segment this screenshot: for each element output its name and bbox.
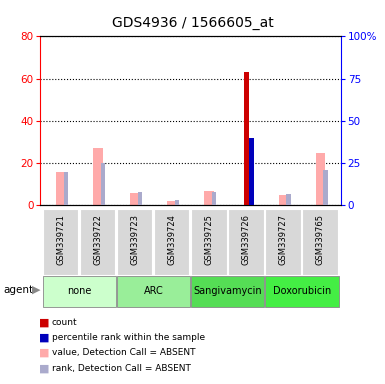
- Bar: [212, 192, 216, 205]
- Bar: [56, 172, 65, 205]
- Text: GDS4936 / 1566605_at: GDS4936 / 1566605_at: [112, 16, 273, 30]
- Bar: [302, 209, 338, 275]
- Text: agent: agent: [4, 285, 34, 295]
- Bar: [43, 276, 116, 307]
- Bar: [131, 193, 140, 205]
- Text: GSM339726: GSM339726: [242, 214, 251, 265]
- Bar: [286, 194, 291, 205]
- Text: GSM339725: GSM339725: [204, 214, 214, 265]
- Text: ■: ■: [38, 363, 49, 373]
- Text: GSM339721: GSM339721: [56, 214, 65, 265]
- Bar: [265, 209, 301, 275]
- Bar: [64, 172, 68, 205]
- Bar: [117, 209, 152, 275]
- Bar: [244, 73, 248, 205]
- Text: rank, Detection Call = ABSENT: rank, Detection Call = ABSENT: [52, 364, 191, 373]
- Text: GSM339723: GSM339723: [131, 214, 139, 265]
- Text: ▶: ▶: [32, 285, 40, 295]
- Bar: [80, 209, 116, 275]
- Bar: [175, 200, 179, 205]
- Bar: [228, 209, 264, 275]
- Text: Sangivamycin: Sangivamycin: [193, 286, 262, 296]
- Bar: [167, 201, 177, 205]
- Bar: [101, 163, 105, 205]
- Bar: [117, 276, 190, 307]
- Text: GSM339765: GSM339765: [316, 214, 325, 265]
- Bar: [154, 209, 189, 275]
- Text: Doxorubicin: Doxorubicin: [273, 286, 331, 296]
- Bar: [265, 276, 338, 307]
- Text: ■: ■: [38, 333, 49, 343]
- Text: ARC: ARC: [144, 286, 163, 296]
- Bar: [43, 209, 78, 275]
- Bar: [249, 138, 253, 205]
- Bar: [316, 153, 325, 205]
- Text: value, Detection Call = ABSENT: value, Detection Call = ABSENT: [52, 348, 196, 358]
- Text: ■: ■: [38, 348, 49, 358]
- Text: count: count: [52, 318, 78, 327]
- Bar: [279, 195, 288, 205]
- Bar: [191, 209, 226, 275]
- Bar: [138, 192, 142, 205]
- Text: ■: ■: [38, 317, 49, 327]
- Bar: [93, 149, 102, 205]
- Text: GSM339727: GSM339727: [279, 214, 288, 265]
- Bar: [191, 276, 264, 307]
- Text: percentile rank within the sample: percentile rank within the sample: [52, 333, 205, 342]
- Bar: [323, 170, 328, 205]
- Bar: [204, 191, 214, 205]
- Text: none: none: [67, 286, 92, 296]
- Text: GSM339724: GSM339724: [167, 214, 177, 265]
- Text: GSM339722: GSM339722: [94, 214, 102, 265]
